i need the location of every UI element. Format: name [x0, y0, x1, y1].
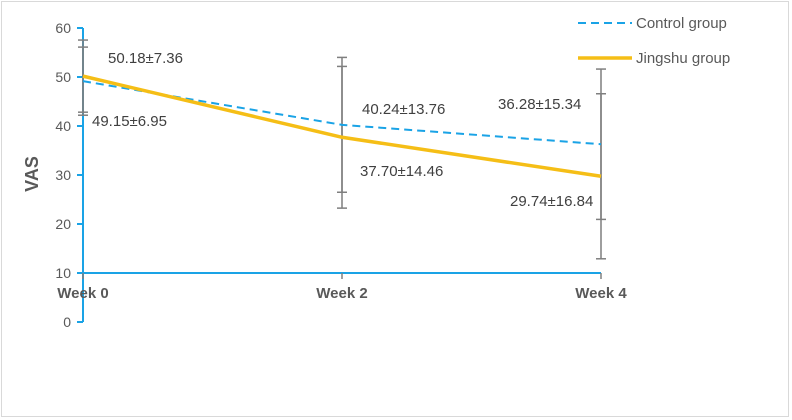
x-tick-label: Week 2 — [316, 285, 367, 302]
y-axis-title: VAS — [22, 156, 42, 192]
data-label: 50.18±7.36 — [108, 50, 183, 67]
data-label: 29.74±16.84 — [510, 193, 593, 210]
legend-label: Jingshu group — [636, 50, 730, 67]
y-tick-label: 10 — [55, 265, 71, 281]
y-tick-label: 0 — [63, 314, 71, 330]
data-label: 36.28±15.34 — [498, 96, 581, 113]
series-line-control-group — [82, 80, 602, 146]
legend-label: Control group — [636, 15, 727, 32]
y-tick-label: 40 — [55, 118, 71, 134]
data-label: 37.70±14.46 — [360, 163, 443, 180]
y-tick-label: 20 — [55, 216, 71, 232]
data-label: 49.15±6.95 — [92, 113, 167, 130]
y-tick-label: 60 — [55, 20, 71, 36]
series-line-jingshu-group — [82, 74, 602, 179]
data-label: 40.24±13.76 — [362, 101, 445, 118]
x-tick-label: Week 0 — [57, 285, 108, 302]
x-tick-label: Week 4 — [575, 285, 627, 302]
y-tick-label: 50 — [55, 69, 71, 85]
y-tick-label: 30 — [55, 167, 71, 183]
